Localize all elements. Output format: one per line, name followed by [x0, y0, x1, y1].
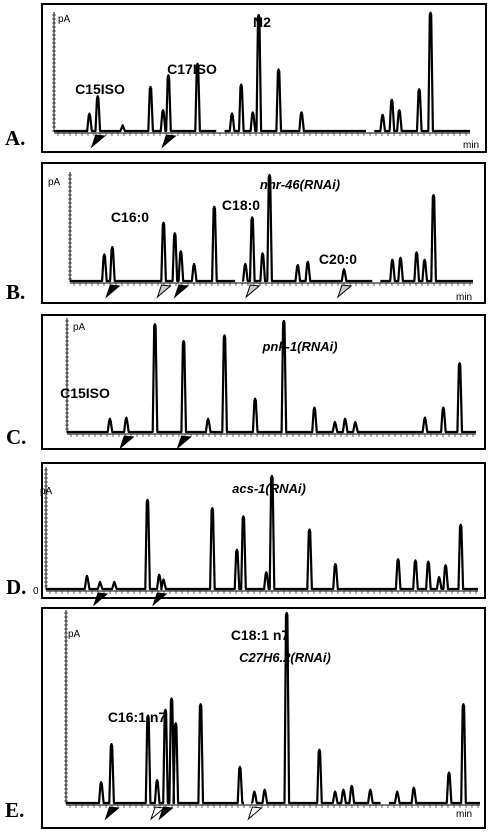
- panel-letter: C.: [6, 425, 26, 449]
- chart-title: acs-1(RNAi): [232, 481, 306, 496]
- chromatogram-trace: [67, 319, 476, 434]
- chart-title: pnk-1(RNAi): [261, 339, 337, 354]
- y-axis-label: pA: [58, 14, 71, 25]
- chart-panel-c: C. pA pnk-1(RNAi) C15ISO: [6, 314, 486, 450]
- chart-panel-b: B. pA min nhr-46(RNAi) C16:0 C18:0 C20:0: [6, 162, 486, 304]
- panel-frame: [41, 462, 486, 599]
- peak-marker-white: [247, 806, 263, 821]
- panel-letter: A.: [5, 126, 25, 150]
- chromatogram-trace: [388, 703, 480, 805]
- peak-annotation: C16:0: [111, 209, 149, 225]
- peak-marker-gray: [245, 284, 261, 299]
- peak-marker-black: [173, 284, 190, 299]
- chromatogram-trace: [54, 62, 217, 133]
- peak-marker-white: [150, 806, 166, 821]
- peak-marker-black: [104, 806, 120, 821]
- peak-annotation: C17ISO: [167, 61, 217, 77]
- chromatogram-trace: [224, 13, 366, 133]
- x-axis-label: min: [456, 292, 472, 303]
- y-axis-label: pA: [68, 629, 81, 640]
- chromatogram-trace: [46, 474, 478, 591]
- chart-title: N2: [253, 14, 271, 30]
- chromatogram-trace: [374, 11, 470, 133]
- peak-annotation: C16:1 n7: [108, 709, 167, 725]
- panel-letter: E.: [5, 798, 24, 822]
- peak-annotation: C20:0: [319, 251, 357, 267]
- peak-annotation: C15ISO: [75, 81, 125, 97]
- x-axis-label: min: [456, 809, 472, 820]
- y-zero-label: 0: [33, 586, 39, 597]
- panel-frame: [41, 314, 486, 450]
- peak-marker-black: [176, 435, 192, 450]
- y-axis-label: pA: [48, 177, 61, 188]
- peak-marker-gray: [336, 284, 353, 299]
- y-axis-label: pA: [40, 486, 53, 497]
- peak-marker-black: [119, 435, 135, 450]
- panel-letter: D.: [6, 575, 26, 599]
- peak-marker-black: [152, 592, 168, 607]
- y-axis-label: pA: [73, 322, 86, 333]
- panel-frame: [41, 162, 486, 304]
- chart-panel-d: D. pA 0 acs-1(RNAi): [6, 462, 486, 607]
- panel-frame: [41, 607, 486, 829]
- panel-letter: B.: [6, 280, 25, 304]
- peak-marker-gray: [156, 284, 172, 299]
- peak-marker-black: [105, 284, 121, 299]
- chromatogram-trace: [251, 611, 381, 805]
- x-axis-label: min: [463, 140, 479, 151]
- chromatogram-trace: [70, 205, 236, 283]
- peak-annotation: C18:0: [222, 197, 260, 213]
- chromatogram-trace: [380, 194, 473, 283]
- peak-marker-black: [92, 592, 109, 607]
- peak-marker-black: [161, 134, 177, 149]
- peak-annotation: C15ISO: [60, 385, 110, 401]
- chart-panel-a: A. pA min N2 C15ISO C17ISO: [5, 3, 487, 153]
- panel-frame: [41, 3, 487, 153]
- chromatogram-trace: [242, 173, 373, 283]
- peak-marker-black: [90, 134, 106, 149]
- peak-marker-black: [158, 806, 174, 821]
- chart-title: nhr-46(RNAi): [260, 177, 340, 192]
- peak-annotation: C18:1 n7: [231, 627, 290, 643]
- chromatogram-trace: [66, 697, 244, 805]
